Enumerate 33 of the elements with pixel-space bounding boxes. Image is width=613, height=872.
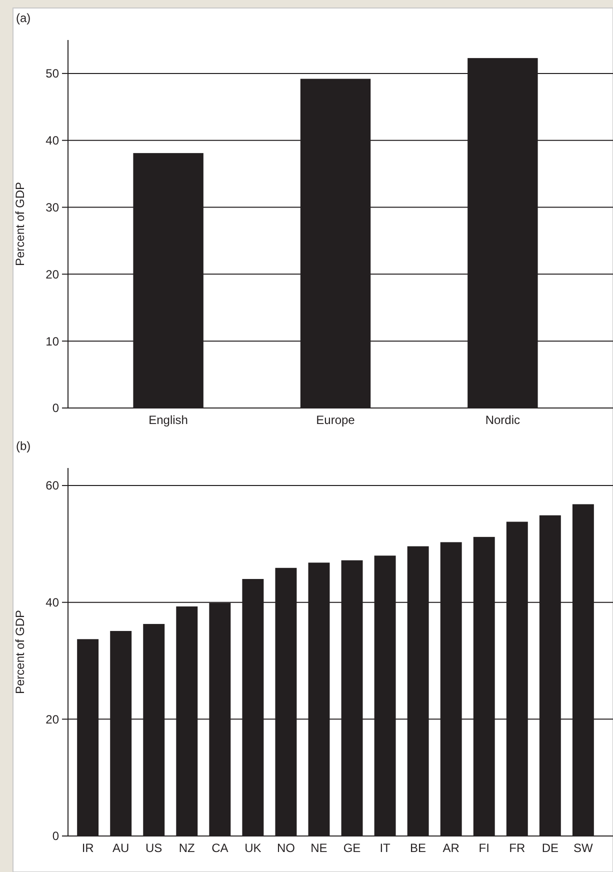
x-tick-label: IT	[380, 841, 392, 855]
x-tick-label: BE	[410, 841, 426, 855]
y-tick-label: 50	[46, 66, 60, 81]
y-tick-label: 40	[46, 134, 60, 148]
y-tick-label: 40	[46, 596, 60, 610]
x-tick-label: NO	[276, 841, 295, 855]
y-tick-label: 0	[52, 829, 60, 844]
x-tick-label: Europe	[316, 413, 356, 427]
x-tick-label: English	[148, 413, 188, 427]
y-axis-title: Percent of GDP	[13, 610, 27, 694]
y-tick-label: 20	[46, 267, 60, 282]
y-tick-label: 10	[46, 334, 60, 348]
x-tick-label: Nordic	[485, 413, 520, 427]
y-tick-label: 60	[46, 478, 60, 493]
x-tick-label: AR	[442, 841, 460, 855]
x-tick-label: CA	[212, 841, 228, 855]
x-tick-label: FR	[509, 841, 526, 855]
x-tick-label: DE	[542, 841, 558, 855]
x-tick-label: AU	[112, 841, 130, 855]
chart-title: (b)	[16, 439, 31, 453]
y-tick-label: 30	[46, 200, 60, 214]
x-tick-label: US	[146, 841, 162, 855]
x-tick-label: GE	[343, 841, 361, 855]
chart-title: (a)	[16, 11, 31, 25]
x-tick-label: FI	[478, 841, 490, 855]
y-axis-title: Percent of GDP	[13, 182, 27, 266]
y-tick-label: 0	[52, 401, 60, 416]
x-tick-label: NZ	[178, 841, 195, 855]
y-tick-label: 20	[46, 712, 60, 726]
x-tick-label: SW	[574, 841, 594, 855]
x-tick-label: IR	[82, 841, 94, 855]
x-tick-label: NE	[310, 841, 328, 855]
x-tick-label: UK	[244, 841, 262, 855]
